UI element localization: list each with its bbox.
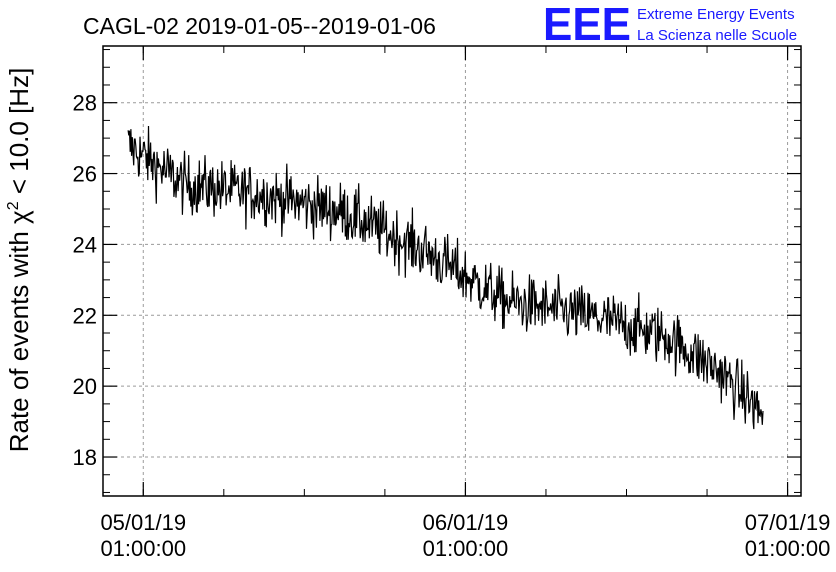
x-tick-date-label: 05/01/19 — [100, 510, 186, 535]
y-axis: 18 20 22 24 26 28 — [73, 49, 801, 493]
series-trace — [127, 125, 764, 430]
y-tick-label: 24 — [73, 232, 97, 257]
x-tick-time-label: 01:00:00 — [100, 536, 186, 561]
x-tick-date-label: 06/01/19 — [423, 510, 509, 535]
eee-logo-mark: EEE — [543, 0, 631, 50]
x-axis: 05/01/1901:00:0006/01/1901:00:0007/01/19… — [100, 46, 830, 561]
y-tick-label: 18 — [73, 445, 97, 470]
y-tick-label: 22 — [73, 303, 97, 328]
x-tick-date-label: 07/01/19 — [745, 510, 831, 535]
eee-logo: EEE Extreme Energy Events La Scienza nel… — [543, 0, 797, 50]
plot-frame — [102, 45, 802, 497]
x-tick-time-label: 01:00:00 — [745, 536, 831, 561]
y-tick-label: 26 — [73, 162, 97, 187]
x-tick-time-label: 01:00:00 — [423, 536, 509, 561]
y-tick-label: 28 — [73, 91, 97, 116]
logo-line-1: Extreme Energy Events — [637, 6, 795, 23]
chart-title: CAGL-02 2019-01-05--2019-01-06 — [83, 13, 436, 39]
series-line — [127, 125, 764, 430]
logo-line-2: La Scienza nelle Scuole — [637, 27, 797, 44]
y-axis-title: Rate of events with χ2 < 10.0 [Hz] — [4, 68, 34, 453]
y-tick-label: 20 — [73, 374, 97, 399]
